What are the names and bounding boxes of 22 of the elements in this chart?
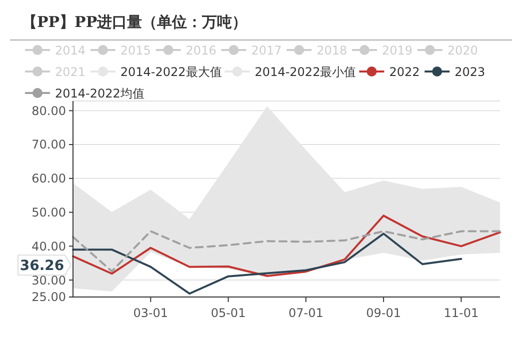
x-tick-label: 05-01: [210, 306, 246, 320]
y-tick-label: 80.00: [32, 104, 66, 118]
x-tick-label: 03-01: [133, 306, 168, 320]
y-tick-label: 40.00: [32, 239, 66, 254]
legend-label: 2014-2022均值: [55, 86, 144, 100]
legend-label: 2023: [454, 65, 486, 79]
text: 36.26: [20, 258, 64, 274]
legend-label: 2022: [389, 65, 420, 79]
line-series: [72, 214, 501, 277]
y-tick-label: 30.00: [32, 273, 66, 288]
y-tick-label: 60.00: [32, 172, 66, 186]
y-tick-label: 70.00: [32, 138, 66, 152]
y-tick-label: 50.00: [32, 206, 66, 220]
legend-label: 2014-2022最大值: [120, 65, 222, 79]
x-tick-label: 07-01: [288, 306, 324, 320]
line-series: [72, 232, 462, 295]
line-series: [72, 230, 501, 272]
x-tick-label: 11-01: [444, 306, 479, 320]
y-tick-label: 25.00: [32, 290, 66, 304]
legend-label: 2014-2022最小值: [254, 65, 356, 79]
chart-title: 【PP】PP进口量（单位：万吨）: [22, 13, 248, 31]
x-tick-label: 09-01: [366, 306, 401, 320]
